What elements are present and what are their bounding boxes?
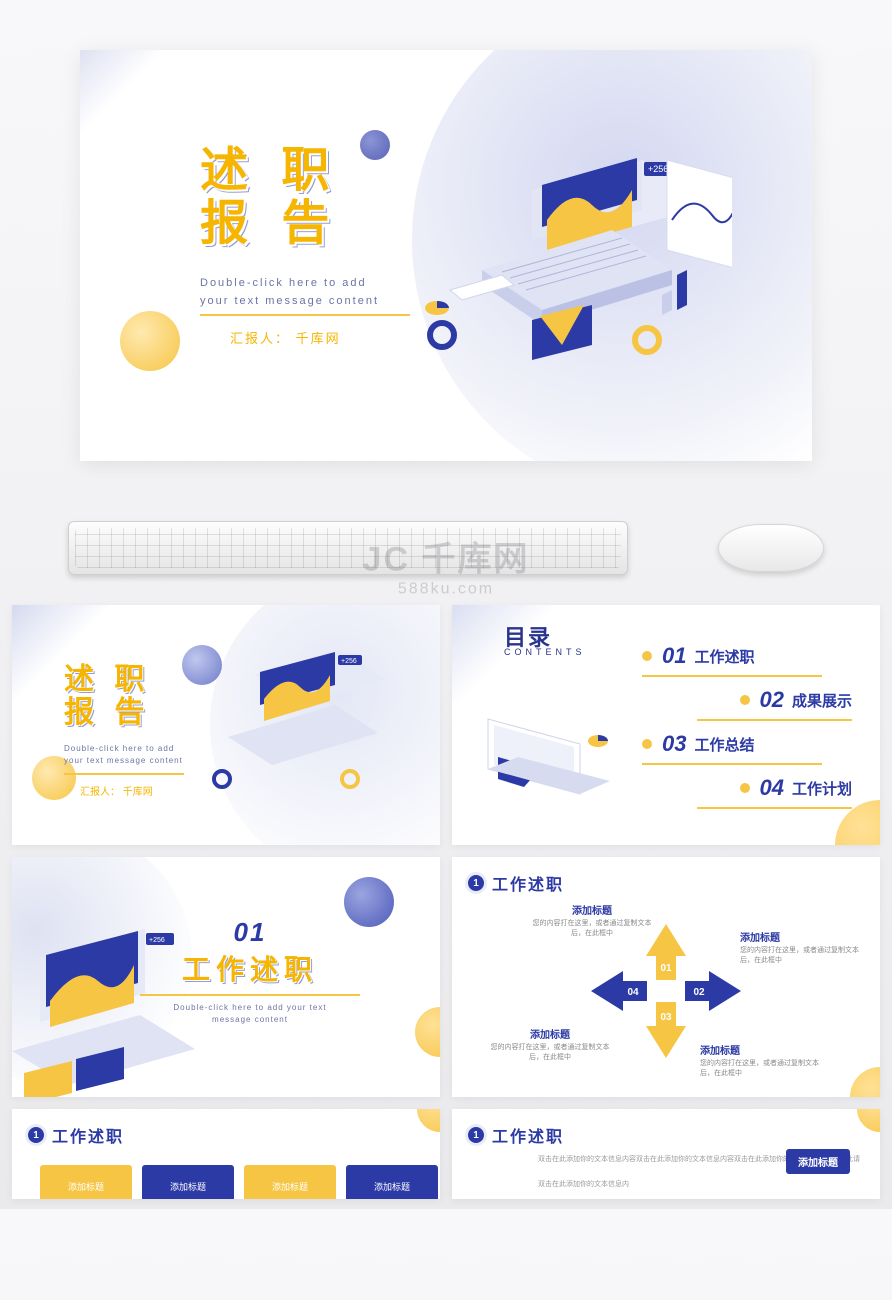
t4-bullet: 1 [468,875,484,891]
t3-num: 01 [120,917,380,948]
thumb-cover: 述 职 报 告 Double-click here to add your te… [12,605,440,845]
thumb-partial-cards: 1 工作述职 添加标题 添加标题 添加标题 添加标题 [12,1109,440,1199]
decor-circle-yellow [120,311,180,371]
t2-list: 01 工作述职 02 成果展示 03 工作总结 04 工作计划 [642,633,852,809]
iso-badge: +256 [648,164,668,174]
thumb-section-title: +256 01 工作述职 Double-click here to add yo… [12,857,440,1097]
t1-reporter: 汇报人： 千库网 [80,783,153,798]
t4-cap-h-2: 添加标题 [700,1042,820,1057]
t4-header: 工作述职 [492,871,564,895]
t2-dir-en: CONTENTS [504,647,586,657]
main-slide: 述 职 报 告 Double-click here to add your te… [80,50,812,461]
t3-title: 工作述职 [120,948,380,988]
main-sub1: Double-click here to add [200,275,379,293]
t2-lbl-1: 成果展示 [792,690,852,711]
desk-row [56,521,836,575]
t2-lbl-0: 工作述职 [694,646,754,667]
t4-cap-p-1: 您的内容打在这里，或者通过复制文本后，在此框中 [740,946,860,966]
t6-body2: 双击在此添加你的文本信息内 [538,1180,860,1191]
t4-cap-h-0: 添加标题 [532,902,652,917]
t5-card-0: 添加标题 [40,1165,132,1199]
main-subtitle: Double-click here to add your text messa… [200,275,379,310]
thumb-partial-text: 1 工作述职 双击在此添加你的文本信息内容双击在此添加你的文本信息内容双击在此添… [452,1109,880,1199]
t4-cap-h-1: 添加标题 [740,929,860,944]
t2-lbl-2: 工作总结 [694,734,754,755]
t4-a1: 02 [693,987,705,998]
main-title: 述 职 报 告 [200,145,339,251]
t1-illustration-icon: +256 [200,647,410,807]
t1-iso-badge: +256 [341,658,357,665]
t4-cap-p-0: 您的内容打在这里，或者通过复制文本后，在此框中 [532,919,652,939]
t4-cap-h-3: 添加标题 [490,1026,610,1041]
watermark-url: 588ku.com [363,580,530,598]
t5-card-3: 添加标题 [346,1165,438,1199]
main-sub2: your text message content [200,293,379,311]
t3-sub2: message content [120,1014,380,1026]
t5-card-2: 添加标题 [244,1165,336,1199]
thumb-contents: 目录 CONTENTS 01 工作述职 02 成果展示 03 [452,605,880,845]
t6-header: 工作述职 [492,1123,564,1147]
t4-a2: 03 [660,1012,672,1023]
mouse-icon [718,524,824,572]
t3-sub1: Double-click here to add your text [120,1002,380,1014]
t6-button[interactable]: 添加标题 [786,1149,850,1174]
t5-card-1: 添加标题 [142,1165,234,1199]
t2-num-1: 02 [760,687,784,713]
t4-cap-p-3: 您的内容打在这里，或者通过复制文本后，在此框中 [490,1043,610,1063]
keyboard-icon [68,521,628,575]
t2-num-3: 04 [760,775,784,801]
main-reporter: 汇报人： 千库网 [230,328,341,347]
t1-sub1: Double-click here to add [64,743,183,755]
main-title-line2: 报 告 [200,198,339,251]
t1-title2: 报 告 [64,696,150,729]
t2-num-2: 03 [662,731,686,757]
decor-circle-blue-small [360,130,390,160]
t4-a0: 01 [660,963,672,974]
t4-cap-p-2: 您的内容打在这里，或者通过复制文本后，在此框中 [700,1059,820,1079]
t2-lbl-3: 工作计划 [792,778,852,799]
t6-bullet: 1 [468,1127,484,1143]
t5-header: 工作述职 [52,1123,124,1147]
laptop-icon [470,709,620,819]
decor-gradient-corner [80,50,200,160]
thumb-diagram-arrows: 1 工作述职 01 02 03 04 添加标题 您的内容打在这里，或者通过复制文… [452,857,880,1097]
t4-a3: 04 [627,987,639,998]
isometric-illustration: +256 [392,130,732,380]
t1-sub2: your text message content [64,755,183,767]
thumbnail-grid: 述 职 报 告 Double-click here to add your te… [6,605,886,1209]
t1-title1: 述 职 [64,663,150,696]
main-underline [200,314,410,316]
main-title-line1: 述 职 [200,144,339,197]
t2-num-0: 01 [662,643,686,669]
t5-bullet: 1 [28,1127,44,1143]
